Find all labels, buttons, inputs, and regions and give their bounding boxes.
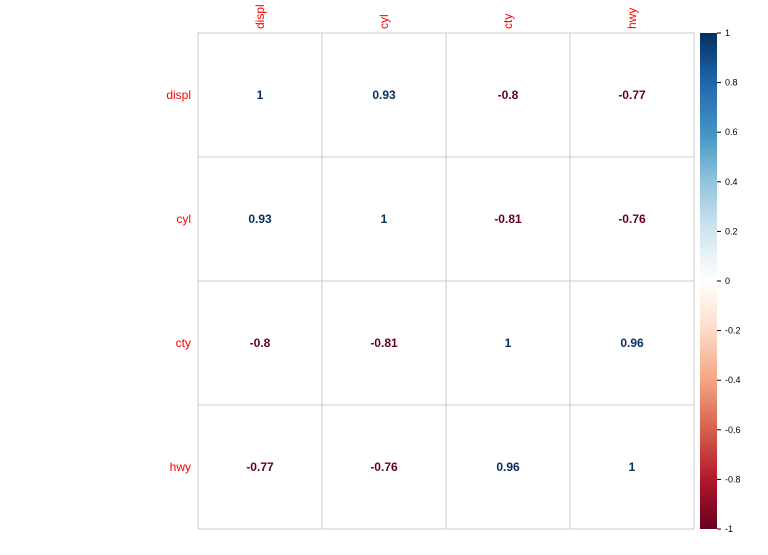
colorbar-tick-label: -0.8 [725,474,741,484]
cell-value-cyl-cyl: 1 [381,212,388,226]
colorbar-tick-label: 0.2 [725,226,738,236]
cell-value-cty-cyl: -0.81 [370,336,398,350]
column-labels: displ cyl cty hwy [253,4,639,29]
cell-value-hwy-cyl: -0.76 [370,460,398,474]
column-label-displ: displ [253,4,267,29]
colorbar-tick-label: -0.4 [725,375,741,385]
colorbar-gradient [700,33,717,529]
grid-cell-displ-cty [445,32,571,158]
colorbar-tick-label: -1 [725,524,733,534]
row-label-displ: displ [166,88,191,102]
grid-cell-cyl-hwy [569,156,695,282]
grid-cell-displ-cyl [321,32,447,158]
cell-value-displ-displ: 1 [257,88,264,102]
grid-cell-displ-displ [197,32,323,158]
cell-value-hwy-cty: 0.96 [496,460,520,474]
column-label-hwy: hwy [625,8,639,29]
cell-value-cty-hwy: 0.96 [620,336,644,350]
row-label-hwy: hwy [170,460,191,474]
grid-cell-hwy-hwy [569,404,695,530]
colorbar-tick-label: -0.6 [725,425,741,435]
grid-cell-displ-hwy [569,32,695,158]
row-labels: displ cyl cty hwy [166,88,191,474]
grid-cell-cty-cyl [321,280,447,406]
grid [197,32,695,530]
cell-value-cty-displ: -0.8 [250,336,271,350]
cell-value-displ-cyl: 0.93 [372,88,396,102]
cell-value-displ-cty: -0.8 [498,88,519,102]
cell-value-cyl-hwy: -0.76 [618,212,646,226]
column-label-cyl: cyl [377,14,391,29]
colorbar-tick-label: 0.6 [725,127,738,137]
colorbar-tick-label: -0.2 [725,326,741,336]
grid-cell-cty-hwy [569,280,695,406]
grid-cell-hwy-cty [445,404,571,530]
cell-values: 1 0.93 -0.8 -0.77 0.93 1 -0.81 -0.76 -0.8 -0.81 1 0… [246,88,646,474]
cell-value-cyl-cty: -0.81 [494,212,522,226]
colorbar-ticks: 1 0.8 0.6 0.4 0.2 0 -0.2 -0.4 -0.6 -0.8 -1 [717,28,741,534]
grid-cell-hwy-cyl [321,404,447,530]
grid-cell-cyl-displ [197,156,323,282]
cell-value-hwy-hwy: 1 [629,460,636,474]
colorbar-tick-label: 1 [725,28,730,38]
colorbar-tick-label: 0.8 [725,78,738,88]
colorbar-tick-label: 0 [725,276,730,286]
cell-value-cyl-displ: 0.93 [248,212,272,226]
grid-cell-cyl-cyl [321,156,447,282]
cell-value-cty-cty: 1 [505,336,512,350]
color-legend: 1 0.8 0.6 0.4 0.2 0 -0.2 -0.4 -0.6 -0.8 -1 [700,28,741,534]
cell-value-hwy-displ: -0.77 [246,460,274,474]
column-label-cty: cty [501,14,515,29]
row-label-cty: cty [176,336,191,350]
grid-cell-hwy-displ [197,404,323,530]
colorbar-tick-label: 0.4 [725,177,738,187]
row-label-cyl: cyl [176,212,191,226]
cell-value-displ-hwy: -0.77 [618,88,646,102]
